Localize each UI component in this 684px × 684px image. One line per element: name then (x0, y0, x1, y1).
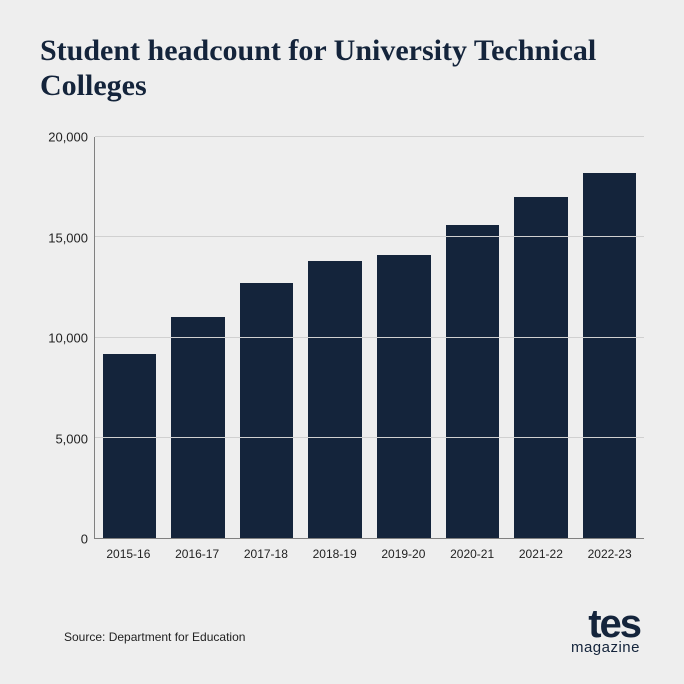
bar-chart: 05,00010,00015,00020,000 2015-162016-172… (40, 137, 644, 567)
source-text: Source: Department for Education (64, 630, 245, 644)
bar-slot (164, 137, 233, 538)
bar-slot (301, 137, 370, 538)
grid-line (95, 136, 644, 137)
x-tick-label: 2015-16 (94, 543, 163, 567)
x-axis: 2015-162016-172017-182018-192019-202020-… (94, 543, 644, 567)
plot-area (94, 137, 644, 539)
grid-line (95, 337, 644, 338)
bar-slot (575, 137, 644, 538)
bar-slot (507, 137, 576, 538)
y-tick-label: 5,000 (55, 431, 88, 446)
grid-line (95, 437, 644, 438)
x-tick-label: 2019-20 (369, 543, 438, 567)
bar-slot (95, 137, 164, 538)
bar (171, 317, 225, 538)
x-tick-label: 2022-23 (575, 543, 644, 567)
x-tick-label: 2021-22 (507, 543, 576, 567)
bar-slot (232, 137, 301, 538)
y-tick-label: 15,000 (48, 230, 88, 245)
bar-slot (438, 137, 507, 538)
bar (377, 255, 431, 538)
bar-slot (370, 137, 439, 538)
bars-container (95, 137, 644, 538)
logo-top: tes (571, 608, 640, 640)
bar (308, 261, 362, 538)
x-tick-label: 2020-21 (438, 543, 507, 567)
chart-title: Student headcount for University Technic… (40, 34, 644, 103)
bar (583, 173, 637, 538)
grid-line (95, 236, 644, 237)
logo-bottom: magazine (571, 642, 640, 654)
bar (446, 225, 500, 538)
y-axis: 05,00010,00015,00020,000 (40, 137, 94, 539)
x-tick-label: 2018-19 (300, 543, 369, 567)
x-tick-label: 2017-18 (232, 543, 301, 567)
y-tick-label: 0 (81, 532, 88, 547)
bar (103, 354, 157, 538)
tes-logo: tes magazine (571, 608, 640, 654)
bar (240, 283, 294, 538)
bar (514, 197, 568, 538)
chart-page: Student headcount for University Technic… (0, 0, 684, 684)
x-tick-label: 2016-17 (163, 543, 232, 567)
y-tick-label: 10,000 (48, 331, 88, 346)
y-tick-label: 20,000 (48, 130, 88, 145)
